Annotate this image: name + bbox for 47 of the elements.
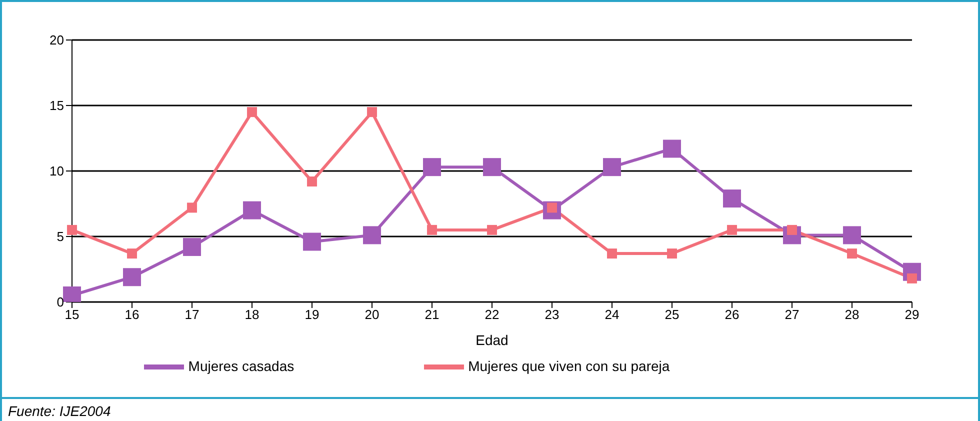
- x-tick-label: 16: [124, 307, 140, 322]
- x-axis-title: Edad: [476, 332, 508, 348]
- point: [843, 226, 861, 244]
- x-tick-label: 17: [184, 307, 200, 322]
- x-tick-label: 22: [484, 307, 500, 322]
- x-tick-label: 20: [364, 307, 380, 322]
- legend-label: Mujeres que viven con su pareja: [468, 358, 670, 374]
- point: [607, 248, 617, 259]
- point: [727, 224, 737, 235]
- point: [667, 248, 677, 259]
- x-tick-label: 29: [904, 307, 920, 322]
- x-tick-label: 26: [724, 307, 740, 322]
- point: [243, 201, 261, 220]
- x-tick-label: 24: [604, 307, 620, 322]
- point: [427, 224, 437, 235]
- y-tick-label: 5: [56, 229, 64, 244]
- point: [123, 268, 141, 286]
- point: [907, 273, 917, 284]
- legend-label: Mujeres casadas: [188, 358, 294, 374]
- point: [187, 202, 197, 213]
- x-tick-label: 28: [844, 307, 860, 322]
- point: [307, 176, 317, 186]
- point: [363, 226, 381, 244]
- point: [663, 140, 681, 158]
- point: [247, 107, 257, 118]
- point: [183, 238, 201, 256]
- x-tick-label: 27: [784, 307, 800, 322]
- point: [787, 224, 797, 235]
- y-tick-label: 0: [56, 294, 64, 310]
- y-tick-label: 15: [50, 98, 64, 114]
- x-tick-label: 19: [304, 307, 320, 322]
- point: [487, 224, 497, 235]
- y-tick-label: 10: [50, 164, 64, 179]
- x-tick-label: 25: [664, 307, 680, 322]
- y-tick-label: 20: [50, 32, 64, 48]
- point: [723, 190, 741, 208]
- x-tick-label: 23: [544, 307, 560, 322]
- point: [603, 158, 621, 176]
- point: [367, 107, 377, 118]
- point: [303, 232, 321, 251]
- x-tick-label: 18: [244, 307, 260, 322]
- point: [847, 248, 857, 259]
- point: [423, 158, 441, 176]
- x-tick-label: 21: [424, 307, 440, 322]
- source-note: Fuente: IJE2004: [8, 403, 112, 419]
- point: [483, 158, 501, 176]
- point: [127, 248, 137, 259]
